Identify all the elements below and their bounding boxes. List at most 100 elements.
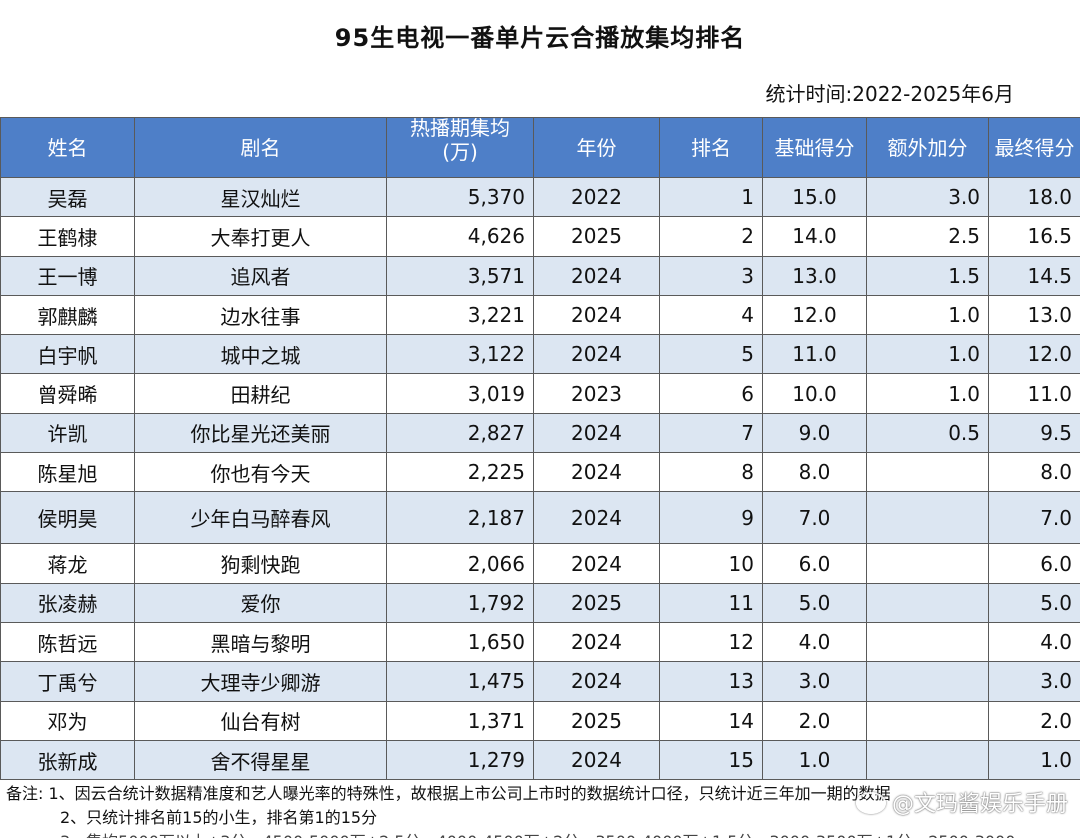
watermark: @文玛酱娱乐手册 [855,786,1068,818]
cell-final-score: 18.0 [988,176,1080,218]
table-row: 曾舜晞 田耕纪 3,019 2023 6 10.0 1.0 11.0 [0,373,1080,414]
cell-final-score: 1.0 [988,739,1080,781]
cell-final-score: 3.0 [988,661,1080,702]
table-row: 吴磊 星汉灿烂 5,370 2022 1 15.0 3.0 18.0 [0,176,1080,218]
cell-drama: 大理寺少卿游 [134,661,387,702]
cell-avg-views: 3,571 [386,255,534,296]
header-name: 姓名 [0,117,135,178]
cell-avg-views: 2,187 [386,491,534,545]
cell-year: 2024 [533,334,660,375]
table-row: 张凌赫 爱你 1,792 2025 11 5.0 5.0 [0,582,1080,623]
cell-base-score: 13.0 [762,255,867,296]
cell-bonus: 2.5 [866,216,989,257]
cell-drama: 仙台有树 [134,700,387,741]
cell-final-score: 11.0 [988,373,1080,414]
header-avg-views: 热播期集均 (万) [386,116,534,178]
cell-avg-views: 1,279 [386,739,534,781]
cell-final-score: 9.5 [988,412,1080,454]
cell-rank: 14 [659,700,763,741]
cell-name: 许凯 [0,412,135,454]
cell-rank: 5 [659,334,763,375]
cell-base-score: 11.0 [762,334,867,375]
note-label: 备注: [6,784,44,803]
cell-name: 陈星旭 [0,452,135,493]
cell-drama: 你也有今天 [134,452,387,493]
weibo-logo-icon [855,792,886,814]
cell-base-score: 6.0 [762,543,867,584]
cell-bonus [866,661,989,702]
cell-name: 侯明昊 [0,491,135,545]
table-header-row: 姓名 剧名 热播期集均 (万) 年份 排名 基础得分 额外加分 最终得分 [0,116,1080,178]
note-text-1: 1、因云合统计数据精准度和艺人曝光率的特殊性，故根据上市公司上市时的数据统计口径… [48,784,891,803]
cell-bonus: 1.0 [866,373,989,414]
cell-final-score: 4.0 [988,621,1080,663]
cell-bonus [866,739,989,781]
cell-bonus: 1.5 [866,255,989,296]
cell-name: 丁禹兮 [0,661,135,702]
cell-rank: 12 [659,621,763,663]
cell-name: 张新成 [0,739,135,781]
cell-base-score: 3.0 [762,661,867,702]
cell-bonus: 0.5 [866,412,989,454]
cell-base-score: 2.0 [762,700,867,741]
cell-avg-views: 2,827 [386,412,534,454]
cell-final-score: 12.0 [988,334,1080,375]
cell-base-score: 1.0 [762,739,867,781]
cell-rank: 13 [659,661,763,702]
cell-rank: 11 [659,582,763,623]
table-row: 邓为 仙台有树 1,371 2025 14 2.0 2.0 [0,700,1080,741]
cell-avg-views: 3,221 [386,294,534,336]
cell-base-score: 5.0 [762,582,867,623]
cell-bonus [866,543,989,584]
cell-name: 陈哲远 [0,621,135,663]
cell-drama: 你比星光还美丽 [134,412,387,454]
cell-name: 王一博 [0,255,135,296]
cell-final-score: 7.0 [988,491,1080,545]
cell-drama: 爱你 [134,582,387,623]
table-row: 蒋龙 狗剩快跑 2,066 2024 10 6.0 6.0 [0,543,1080,584]
cell-base-score: 14.0 [762,216,867,257]
cell-rank: 1 [659,176,763,218]
cell-rank: 3 [659,255,763,296]
cell-year: 2024 [533,543,660,584]
table-row: 王鹤棣 大奉打更人 4,626 2025 2 14.0 2.5 16.5 [0,216,1080,257]
cell-rank: 4 [659,294,763,336]
table-row: 张新成 舍不得星星 1,279 2024 15 1.0 1.0 [0,739,1080,781]
cell-bonus [866,491,989,545]
cell-rank: 15 [659,739,763,781]
cell-avg-views: 1,650 [386,621,534,663]
cell-year: 2024 [533,412,660,454]
table-row: 郭麒麟 边水往事 3,221 2024 4 12.0 1.0 13.0 [0,294,1080,336]
cell-drama: 城中之城 [134,334,387,375]
cell-avg-views: 2,066 [386,543,534,584]
cell-final-score: 6.0 [988,543,1080,584]
cell-rank: 7 [659,412,763,454]
cell-rank: 9 [659,491,763,545]
cell-rank: 6 [659,373,763,414]
cell-name: 曾舜晞 [0,373,135,414]
cell-year: 2022 [533,176,660,218]
cell-bonus [866,582,989,623]
cell-drama: 黑暗与黎明 [134,621,387,663]
cell-base-score: 4.0 [762,621,867,663]
cell-drama: 狗剩快跑 [134,543,387,584]
cell-final-score: 2.0 [988,700,1080,741]
cell-name: 王鹤棣 [0,216,135,257]
cell-drama: 追风者 [134,255,387,296]
cell-year: 2024 [533,491,660,545]
table-row: 丁禹兮 大理寺少卿游 1,475 2024 13 3.0 3.0 [0,661,1080,702]
cell-final-score: 14.5 [988,255,1080,296]
cell-year: 2025 [533,700,660,741]
cell-name: 白宇帆 [0,334,135,375]
watermark-text: @文玛酱娱乐手册 [891,792,1068,817]
cell-final-score: 16.5 [988,216,1080,257]
cell-bonus: 3.0 [866,176,989,218]
cell-year: 2024 [533,452,660,493]
cell-name: 郭麒麟 [0,294,135,336]
cell-avg-views: 2,225 [386,452,534,493]
cell-rank: 10 [659,543,763,584]
header-year: 年份 [533,117,660,178]
cell-year: 2023 [533,373,660,414]
cell-base-score: 7.0 [762,491,867,545]
cell-year: 2024 [533,661,660,702]
